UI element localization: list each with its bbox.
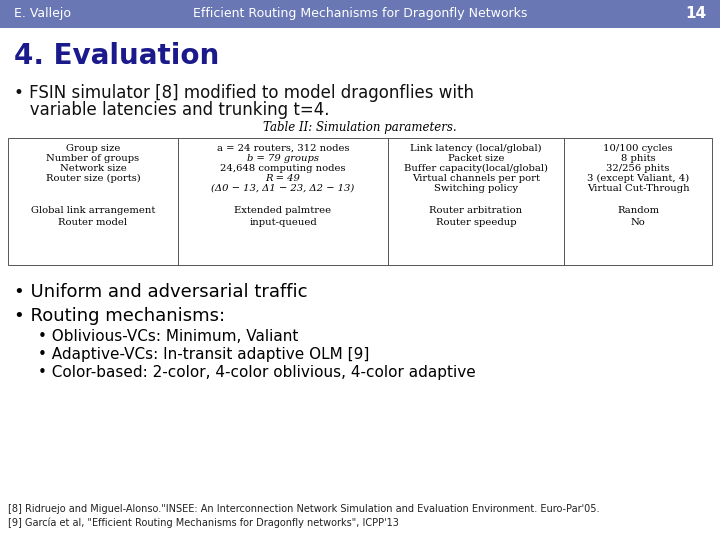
Text: 14: 14 [685,6,706,22]
Text: input-queued: input-queued [249,218,317,227]
Text: Router size (ports): Router size (ports) [45,174,140,183]
Text: • Oblivious-VCs: Minimum, Valiant: • Oblivious-VCs: Minimum, Valiant [38,329,298,344]
Text: Buffer capacity(local/global): Buffer capacity(local/global) [404,164,548,173]
Text: 10/100 cycles: 10/100 cycles [603,144,672,153]
Text: Virtual channels per port: Virtual channels per port [412,174,540,183]
Text: • FSIN simulator [8] modified to model dragonflies with: • FSIN simulator [8] modified to model d… [14,84,474,102]
Text: a = 24 routers, 312 nodes: a = 24 routers, 312 nodes [217,144,349,153]
Text: variable latencies and trunking t=4.: variable latencies and trunking t=4. [14,101,330,119]
Text: Packet size: Packet size [448,154,504,163]
Text: Random: Random [617,206,659,215]
Text: 24,648 computing nodes: 24,648 computing nodes [220,164,346,173]
Text: Extended palmtree: Extended palmtree [235,206,332,215]
Text: • Routing mechanisms:: • Routing mechanisms: [14,307,225,325]
Text: • Color-based: 2-color, 4-color oblivious, 4-color adaptive: • Color-based: 2-color, 4-color obliviou… [38,365,476,380]
Text: Network size: Network size [60,164,127,173]
Text: Table II: Simulation parameters.: Table II: Simulation parameters. [264,121,456,134]
Text: R = 49: R = 49 [266,174,300,183]
Text: Router arbitration: Router arbitration [429,206,523,215]
Text: Router model: Router model [58,218,127,227]
Text: Number of groups: Number of groups [46,154,140,163]
Text: 4. Evaluation: 4. Evaluation [14,42,220,70]
Text: 3 (except Valiant, 4): 3 (except Valiant, 4) [587,174,689,183]
Text: [8] Ridruejo and Miguel-Alonso."INSEE: An Interconnection Network Simulation and: [8] Ridruejo and Miguel-Alonso."INSEE: A… [8,504,600,514]
Text: Switching policy: Switching policy [434,184,518,193]
Bar [0,0,720,28]
Text: Link latency (local/global): Link latency (local/global) [410,144,542,153]
Text: Virtual Cut-Through: Virtual Cut-Through [587,184,689,193]
Text: Group size: Group size [66,144,120,153]
Text: • Uniform and adversarial traffic: • Uniform and adversarial traffic [14,283,307,301]
Text: [9] García et al, "Efficient Routing Mechanisms for Dragonfly networks", ICPP'13: [9] García et al, "Efficient Routing Mec… [8,517,399,528]
Text: b = 79 groups: b = 79 groups [247,154,319,163]
Text: • Adaptive-VCs: In-transit adaptive OLM [9]: • Adaptive-VCs: In-transit adaptive OLM … [38,347,369,362]
Text: Global link arrangement: Global link arrangement [31,206,156,215]
Text: 8 phits: 8 phits [621,154,655,163]
Text: Router speedup: Router speedup [436,218,516,227]
Bar [8,138,712,265]
Text: E. Vallejo: E. Vallejo [14,8,71,21]
Text: No: No [631,218,645,227]
Text: Efficient Routing Mechanisms for Dragonfly Networks: Efficient Routing Mechanisms for Dragonf… [193,8,527,21]
Text: 32/256 phits: 32/256 phits [606,164,670,173]
Text: (Δ0 − 13, Δ1 − 23, Δ2 − 13): (Δ0 − 13, Δ1 − 23, Δ2 − 13) [212,184,355,193]
